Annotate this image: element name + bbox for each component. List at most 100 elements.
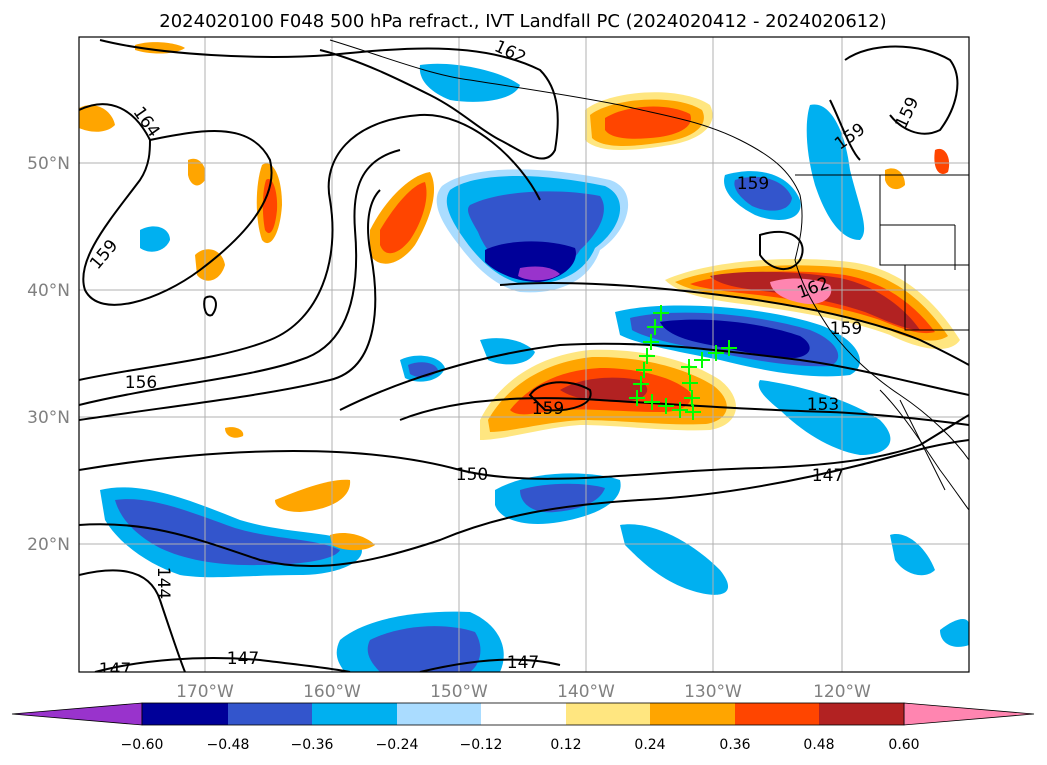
- shade-s-orange: [275, 479, 351, 512]
- lat-ticks: 50°N 40°N 30°N 20°N: [27, 154, 70, 555]
- lon-ticks: 170°W 160°W 150°W 140°W 130°W 120°W: [176, 682, 871, 702]
- state-lines: [879, 175, 969, 331]
- colorbar-bin: [312, 703, 397, 725]
- contour-label: 147: [227, 649, 259, 669]
- shade-w-red: [262, 179, 278, 234]
- landfall-marker: [629, 390, 645, 406]
- landfall-markers: [629, 305, 737, 420]
- lon-tick: 160°W: [303, 682, 361, 702]
- contour-144: [79, 569, 186, 672]
- contour-label: 159: [830, 319, 862, 339]
- shade-purple: [518, 266, 560, 281]
- positive-shading: [79, 42, 960, 551]
- lat-tick: 30°N: [27, 408, 70, 428]
- shade-band-pink: [770, 278, 832, 305]
- shade-mid-blue: [480, 338, 535, 365]
- contour-label: 147: [507, 653, 539, 673]
- shade-south-blue: [115, 499, 340, 566]
- colorbar-bin: [735, 703, 819, 725]
- colorbar-bin: [566, 703, 650, 725]
- landfall-marker: [643, 334, 659, 350]
- contour-label: 159: [737, 174, 769, 194]
- shade-arctic-blue: [419, 63, 520, 102]
- colorbar-tick: −0.36: [291, 737, 334, 753]
- contour-162-arctic: [99, 39, 559, 160]
- shade-w-orange3: [188, 158, 206, 186]
- shade-far-w: [79, 105, 115, 132]
- figure-title: 2024020100 F048 500 hPa refract., IVT La…: [159, 11, 886, 32]
- landfall-marker: [682, 375, 698, 391]
- colorbar-bin: [228, 703, 312, 725]
- graticule: [79, 37, 969, 672]
- colorbar-tick: −0.24: [376, 737, 419, 753]
- landfall-marker: [644, 394, 660, 410]
- landfall-marker: [658, 398, 674, 414]
- lon-tick: 140°W: [557, 682, 615, 702]
- landfall-marker: [684, 390, 700, 406]
- contours: [79, 39, 969, 672]
- shade-nw-red: [380, 182, 427, 254]
- contour-label: 147: [812, 466, 844, 486]
- coastlines: [329, 39, 969, 511]
- contour-label: 150: [456, 465, 488, 485]
- shade-s-orange2: [330, 533, 375, 551]
- contour-label: 147: [99, 660, 131, 680]
- shade-southeast: [620, 524, 729, 595]
- landfall-marker: [653, 305, 669, 321]
- landfall-marker: [647, 319, 663, 335]
- landfall-marker: [694, 352, 710, 368]
- contour-label: 144: [153, 567, 173, 599]
- shade-west-blue: [140, 226, 170, 252]
- map-frame: [78, 36, 970, 673]
- colorbar-tick: −0.12: [460, 737, 503, 753]
- colorbar-bin: [650, 703, 735, 725]
- colorbar-bin: [819, 703, 904, 725]
- map-panel: 162 164 159 156 159 150 147 144 147 147 …: [78, 36, 970, 680]
- mexico-coast: [879, 389, 969, 511]
- shade-top-orange: [135, 42, 185, 54]
- contour-159-mid: [339, 342, 969, 411]
- shade-band-navy: [660, 319, 810, 358]
- colorbar-extend-min: [11, 702, 143, 726]
- landfall-marker: [672, 402, 688, 418]
- lat-tick: 20°N: [27, 535, 70, 555]
- contour-164: [79, 103, 151, 141]
- contour-159-closed: [528, 381, 592, 412]
- colorbar: −0.60 −0.48 −0.36 −0.24 −0.12 0.12 0.24 …: [11, 702, 1035, 753]
- contour-153: [79, 189, 381, 421]
- lon-tick: 170°W: [176, 682, 234, 702]
- colorbar-tick: 0.36: [719, 737, 750, 753]
- shade-coast-blue: [806, 104, 865, 241]
- alaska-coast: [329, 39, 969, 461]
- colorbar-tick: −0.48: [207, 737, 250, 753]
- contour-159-coast2: [829, 99, 861, 161]
- contour-162-band: [499, 282, 969, 366]
- contour-label: 156: [125, 373, 157, 393]
- landfall-marker: [681, 359, 697, 375]
- shade-dot-1: [225, 427, 244, 438]
- contour-159-loop: [203, 295, 217, 317]
- negative-shading: [100, 63, 969, 672]
- contour-label: 159: [532, 399, 564, 419]
- lon-tick: 150°W: [430, 682, 488, 702]
- colorbar-frame: [141, 702, 905, 726]
- colorbar-extend-max: [903, 702, 1035, 726]
- landfall-marker: [639, 348, 655, 364]
- landfall-marker: [721, 340, 737, 356]
- colorbar-tick: −0.60: [121, 737, 164, 753]
- contour-156b: [79, 149, 401, 406]
- shade-bottom-blue: [367, 626, 481, 672]
- contour-162-coast: [759, 230, 804, 270]
- shade-band-darkred: [710, 271, 920, 330]
- landfall-marker: [685, 404, 701, 420]
- contour-147-bottom: [94, 657, 351, 672]
- landfall-marker: [633, 376, 649, 392]
- colorbar-tick-labels: −0.60 −0.48 −0.36 −0.24 −0.12 0.12 0.24 …: [121, 737, 920, 753]
- shade-east-edge: [940, 618, 969, 647]
- colorbar-bin: [142, 703, 228, 725]
- shade-ne-blue2: [734, 176, 792, 211]
- contour-147: [79, 439, 969, 568]
- landfall-marker: [636, 362, 652, 378]
- colorbar-tick: 0.48: [803, 737, 834, 753]
